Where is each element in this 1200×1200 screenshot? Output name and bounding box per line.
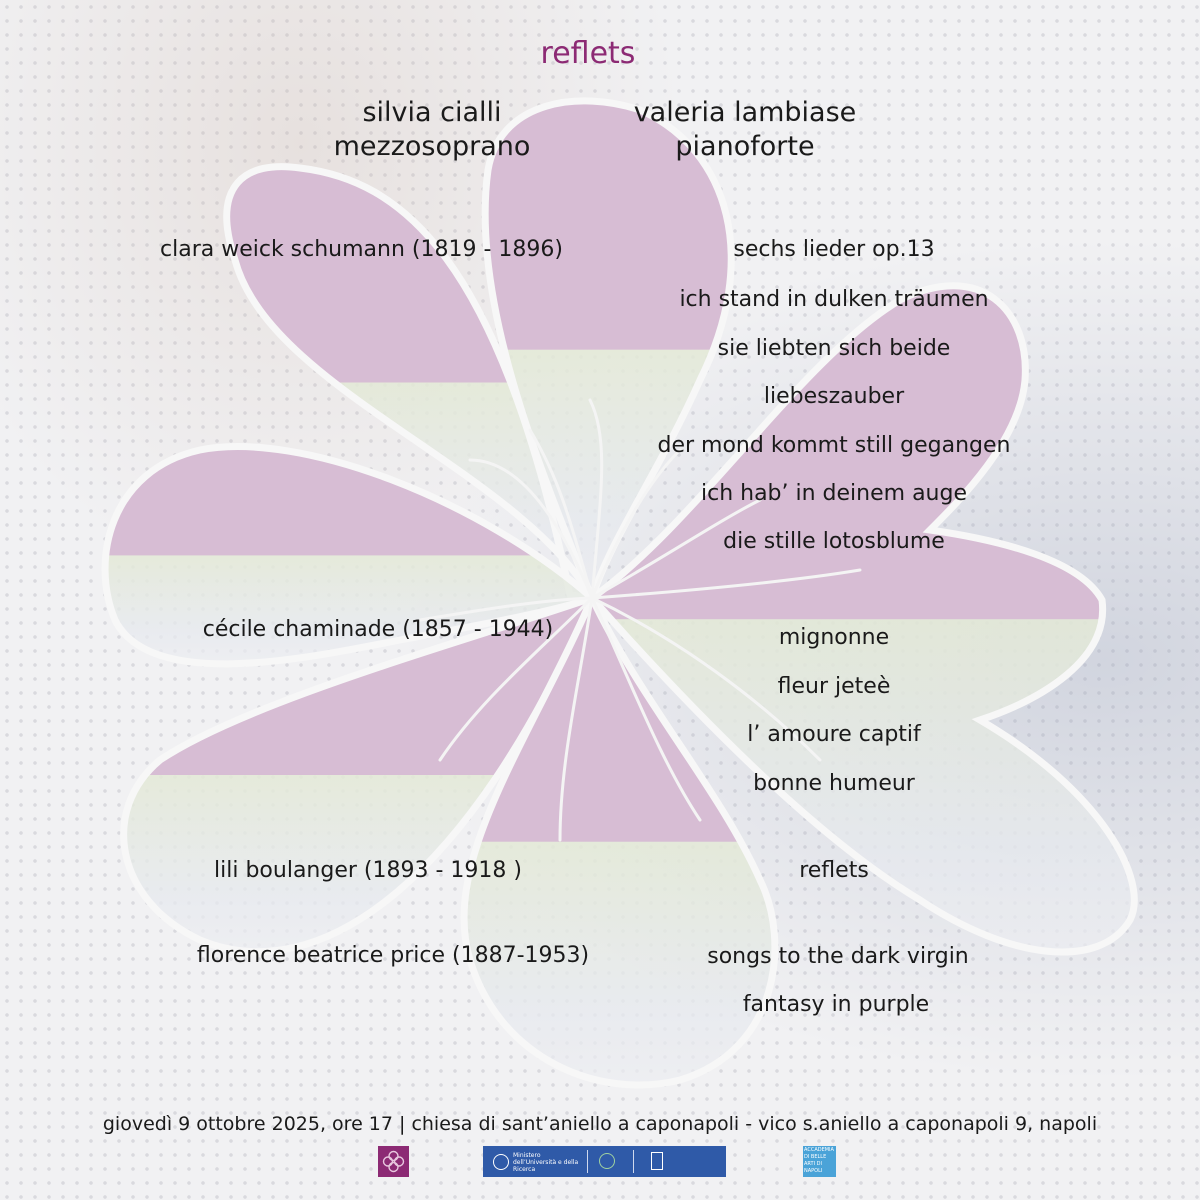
petal-top: [481, 97, 735, 609]
performer-name: valeria lambiase: [633, 97, 857, 128]
emblem-icon: [651, 1152, 663, 1170]
performer-2: valeria lambiase pianoforte: [620, 96, 870, 164]
composer-boulanger: lili boulanger (1893 - 1918 ): [214, 858, 522, 883]
work-title: der mond kommt still gegangen: [657, 433, 1011, 458]
composer-price: florence beatrice price (1887-1953): [196, 943, 590, 968]
accademia-logo-text: ACCADEMIA DI BELLE ARTI DI NAPOLI: [804, 1147, 834, 1174]
ministry-logo-text: Ministero dell’Università e della Ricerc…: [513, 1152, 579, 1173]
work-title: fantasy in purple: [742, 992, 930, 1017]
flower-logo-icon: [378, 1146, 409, 1177]
work-title: bonne humeur: [753, 771, 915, 796]
work-title: l’ amoure captif: [747, 722, 921, 747]
composer-schumann: clara weick schumann (1819 - 1896): [160, 237, 563, 262]
work-title: reflets: [799, 858, 869, 883]
petal-bottom: [460, 589, 779, 1089]
performer-role: mezzosoprano: [333, 131, 531, 162]
petal-top-left: [223, 163, 599, 603]
work-title: fleur jeteè: [777, 674, 891, 699]
logo-divider: [587, 1150, 588, 1173]
work-title: mignonne: [778, 625, 890, 650]
accademia-logo-icon: ACCADEMIA DI BELLE ARTI DI NAPOLI: [803, 1146, 836, 1177]
work-title: ich stand in dulken träumen: [679, 287, 989, 312]
performer-role: pianoforte: [675, 131, 815, 162]
petal-veins: [418, 398, 862, 842]
work-title: sie liebten sich beide: [717, 336, 951, 361]
petals: [101, 97, 1138, 1089]
logo-divider: [633, 1150, 634, 1173]
work-title: songs to the dark virgin: [707, 944, 969, 969]
petal-bottom-left: [120, 592, 599, 956]
performer-name: silvia cialli: [362, 97, 502, 128]
concert-title: reflets: [540, 36, 636, 71]
petal-left: [101, 443, 599, 668]
ministry-logo-icon: Ministero dell’Università e della Ricerc…: [483, 1146, 726, 1177]
composer-chaminade: cécile chaminade (1857 - 1944): [202, 617, 554, 642]
petal-right: [586, 282, 1138, 956]
performer-1: silvia cialli mezzosoprano: [332, 96, 532, 164]
runner-icon: [599, 1153, 615, 1169]
work-title: ich hab’ in deinem auge: [700, 481, 967, 506]
event-details: giovedì 9 ottobre 2025, ore 17 | chiesa …: [102, 1113, 1098, 1135]
flower-logo-glyph: [382, 1150, 405, 1173]
work-title: sechs lieder op.13: [733, 237, 935, 262]
seal-icon: [493, 1154, 509, 1170]
work-title: liebeszauber: [763, 384, 905, 409]
work-title: die stille lotosblume: [723, 529, 945, 554]
